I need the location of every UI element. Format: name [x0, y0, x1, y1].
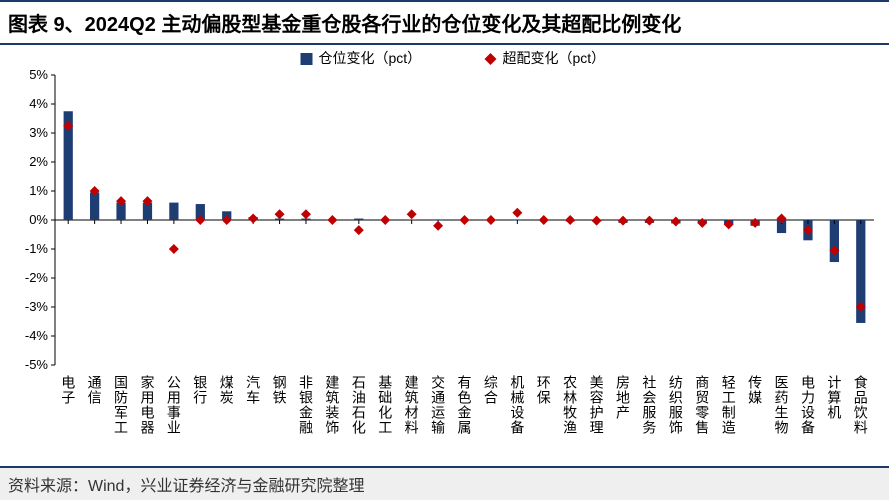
bar [407, 219, 416, 220]
x-category-label: 机械设备 [509, 375, 525, 435]
x-category-label: 公用事业 [166, 375, 182, 435]
legend-label: 仓位变化（pct） [319, 50, 422, 66]
legend-label: 超配变化（pct） [503, 50, 606, 66]
x-category-label: 环保 [536, 375, 552, 405]
x-category-label: 汽车 [245, 375, 261, 405]
svg-text:4%: 4% [29, 96, 48, 111]
x-category-label: 基础化工 [377, 374, 393, 435]
x-category-label: 电子 [60, 375, 76, 405]
svg-text:-5%: -5% [25, 357, 49, 372]
svg-text:1%: 1% [29, 183, 48, 198]
bar [90, 192, 99, 220]
bar [830, 220, 839, 262]
x-category-label: 建筑装饰 [324, 375, 340, 435]
x-category-label: 综合 [483, 375, 499, 405]
svg-text:0%: 0% [29, 212, 48, 227]
legend-bar-swatch [301, 53, 313, 65]
svg-text:-4%: -4% [25, 328, 49, 343]
x-category-label: 电力设备 [800, 375, 816, 435]
x-category-label: 房地产 [615, 375, 631, 420]
x-category-label: 国防军工 [113, 375, 129, 435]
x-category-label: 通信 [87, 375, 103, 405]
x-category-label: 石油石化 [351, 375, 367, 435]
x-category-label: 商贸零售 [694, 375, 710, 435]
figure-container: 图表 9、2024Q2 主动偏股型基金重仓股各行业的仓位变化及其超配比例变化 -… [0, 0, 889, 500]
x-category-label: 轻工制造 [721, 375, 737, 435]
source-footer: 资料来源：Wind，兴业证券经济与金融研究院整理 [0, 466, 889, 500]
svg-text:-1%: -1% [25, 241, 49, 256]
x-category-label: 家用电器 [139, 374, 155, 435]
title-bar: 图表 9、2024Q2 主动偏股型基金重仓股各行业的仓位变化及其超配比例变化 [0, 0, 889, 45]
x-category-label: 纺织服饰 [668, 375, 684, 435]
x-category-label: 煤炭 [219, 375, 235, 405]
svg-text:2%: 2% [29, 154, 48, 169]
source-text: 资料来源：Wind，兴业证券经济与金融研究院整理 [8, 478, 364, 495]
x-category-label: 美容护理 [589, 375, 605, 435]
chart-title: 图表 9、2024Q2 主动偏股型基金重仓股各行业的仓位变化及其超配比例变化 [8, 14, 681, 36]
x-category-label: 银行 [192, 375, 208, 405]
svg-text:3%: 3% [29, 125, 48, 140]
x-category-label: 非银金融 [298, 375, 314, 435]
x-category-label: 钢铁 [272, 375, 288, 405]
x-category-label: 社会服务 [641, 375, 657, 435]
chart-svg: -5% -4% -3% -2% -1% 0% 1% 2% 3% 4% 5% 电子通信国防军工家用电器公… [0, 45, 889, 465]
x-category-label: 传媒 [747, 375, 763, 405]
bar [354, 219, 363, 220]
x-category-label: 农林牧渔 [562, 375, 578, 435]
bar [169, 203, 178, 220]
x-category-label: 交通运输 [430, 374, 446, 435]
x-category-label: 建筑材料 [404, 375, 420, 435]
chart-area: -5% -4% -3% -2% -1% 0% 1% 2% 3% 4% 5% 电子通信国防军工家用电器公… [0, 45, 889, 465]
svg-text:-3%: -3% [25, 299, 49, 314]
x-category-label: 医药生物 [774, 375, 790, 435]
svg-text:-2%: -2% [25, 270, 49, 285]
x-category-label: 计算机 [826, 375, 842, 420]
x-category-label: 有色金属 [457, 375, 473, 435]
svg-text:5%: 5% [29, 67, 48, 82]
x-category-label: 食品饮料 [853, 374, 869, 435]
